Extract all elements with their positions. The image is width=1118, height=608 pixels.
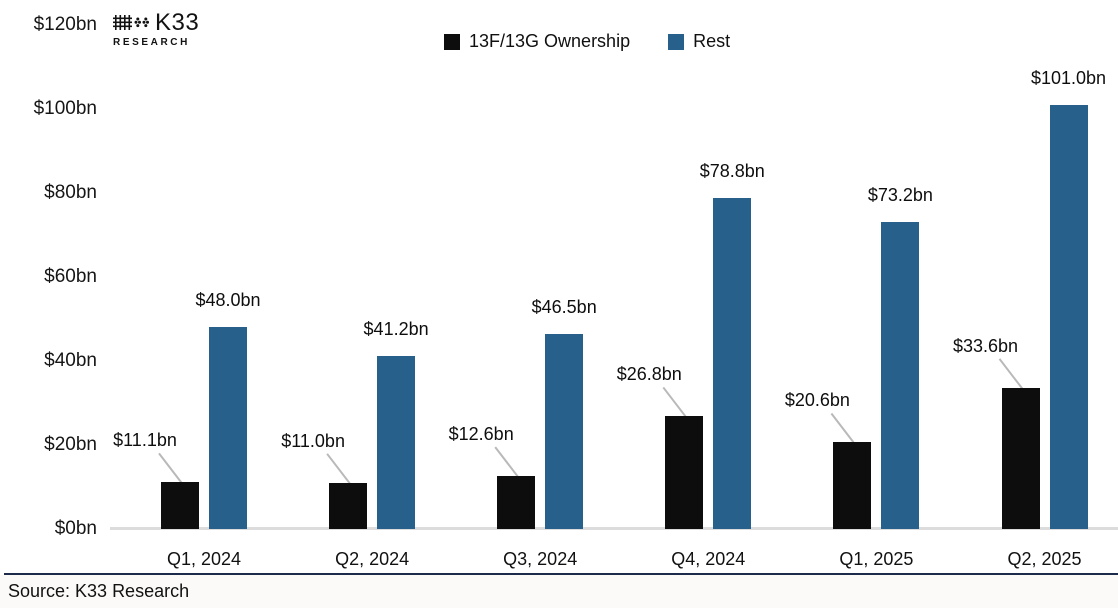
x-axis-category-label: Q2, 2024 xyxy=(335,549,410,569)
source-note: Source: K33 Research xyxy=(8,581,190,601)
value-label-13f13g: $33.6bn xyxy=(952,335,1019,356)
y-axis-tick-label: $60bn xyxy=(44,266,97,287)
value-label-13f13g: $26.8bn xyxy=(616,364,682,385)
bar-13f13g-q42024 xyxy=(665,416,704,529)
legend-label-13f13g: 13F/13G Ownership xyxy=(469,31,631,51)
value-label-rest: $73.2bn xyxy=(867,184,933,205)
y-axis-tick-label: $20bn xyxy=(44,434,97,455)
y-axis-tick-label: $80bn xyxy=(44,182,97,203)
y-axis-tick-label: $40bn xyxy=(44,350,97,371)
x-axis-category-label: Q1, 2025 xyxy=(839,549,914,569)
bar-rest-q12025 xyxy=(881,221,920,529)
value-label-13f13g: $11.1bn xyxy=(113,430,177,451)
k33-logo: K33 RESEARCH xyxy=(113,11,199,48)
value-label-13f13g: $12.6bn xyxy=(448,424,514,445)
value-label-rest: $101.0bn xyxy=(1030,67,1107,88)
bar-rest-q32024 xyxy=(545,333,584,529)
bar-rest-q12024 xyxy=(209,327,247,529)
value-label-rest: $48.0bn xyxy=(195,290,261,311)
bar-13f13g-q22024 xyxy=(329,482,368,529)
legend-swatch-rest xyxy=(668,33,685,50)
bar-13f13g-q32024 xyxy=(497,476,536,529)
footer-strip xyxy=(0,575,1118,608)
logo-brand-text: K33 xyxy=(155,9,200,36)
chart-legend: 13F/13G Ownership Rest xyxy=(444,31,730,52)
x-axis-category-label: Q2, 2025 xyxy=(1007,549,1082,569)
bar-13f13g-q12025 xyxy=(833,442,872,529)
k33-logo-icon xyxy=(113,15,149,30)
y-axis-tick-label: $100bn xyxy=(33,98,97,119)
legend-item-rest: Rest xyxy=(668,31,730,52)
legend-item-13f13g: 13F/13G Ownership xyxy=(444,31,630,52)
footer-divider xyxy=(4,573,1118,575)
value-label-13f13g: $11.0bn xyxy=(281,430,345,451)
bar-rest-q42024 xyxy=(713,198,752,529)
legend-label-rest: Rest xyxy=(693,31,731,51)
x-axis-category-label: Q1, 2024 xyxy=(166,549,242,569)
value-label-rest: $41.2bn xyxy=(363,318,429,339)
y-axis-tick-label: $0bn xyxy=(54,518,97,539)
legend-swatch-13f13g xyxy=(444,33,460,50)
bar-13f13g-q12024 xyxy=(161,482,199,529)
bar-13f13g-q22025 xyxy=(1001,387,1040,529)
value-label-rest: $46.5bn xyxy=(531,296,597,317)
bar-rest-q22025 xyxy=(1049,104,1088,529)
x-axis-category-label: Q3, 2024 xyxy=(503,549,578,569)
logo-sub-text: RESEARCH xyxy=(113,37,190,48)
y-axis-tick-label: $120bn xyxy=(33,14,97,35)
x-axis-category-label: Q4, 2024 xyxy=(671,549,746,569)
bar-rest-q22024 xyxy=(377,355,416,529)
x-axis-baseline xyxy=(110,527,1118,530)
value-label-rest: $78.8bn xyxy=(699,161,765,182)
value-label-13f13g: $20.6bn xyxy=(784,390,850,411)
